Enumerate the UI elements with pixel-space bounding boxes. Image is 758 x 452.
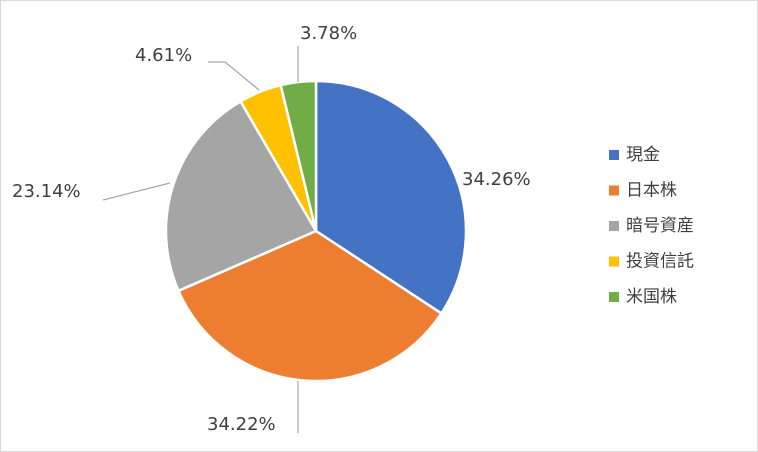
legend-label: 暗号資産 bbox=[626, 216, 694, 236]
data-label: 34.26% bbox=[462, 169, 531, 190]
data-label: 3.78% bbox=[300, 23, 357, 44]
pie-slice bbox=[279, 79, 318, 232]
legend-label: 投資信託 bbox=[626, 252, 694, 272]
legend-swatch bbox=[609, 221, 619, 231]
legend-swatch bbox=[609, 185, 619, 196]
data-label: 23.14% bbox=[12, 181, 81, 202]
legend-swatch bbox=[609, 292, 619, 302]
legend-label: 現金 bbox=[626, 145, 660, 165]
leader-line bbox=[102, 182, 171, 201]
legend-swatch bbox=[609, 256, 619, 267]
pie-slice bbox=[176, 229, 444, 383]
legend-label: 日本株 bbox=[626, 181, 677, 201]
leader-line bbox=[208, 61, 260, 91]
data-label: 4.61% bbox=[135, 45, 192, 66]
legend-swatch bbox=[609, 150, 619, 160]
pie-slice bbox=[164, 99, 318, 293]
legend-label: 米国株 bbox=[626, 287, 677, 307]
data-label: 34.22% bbox=[207, 414, 276, 435]
